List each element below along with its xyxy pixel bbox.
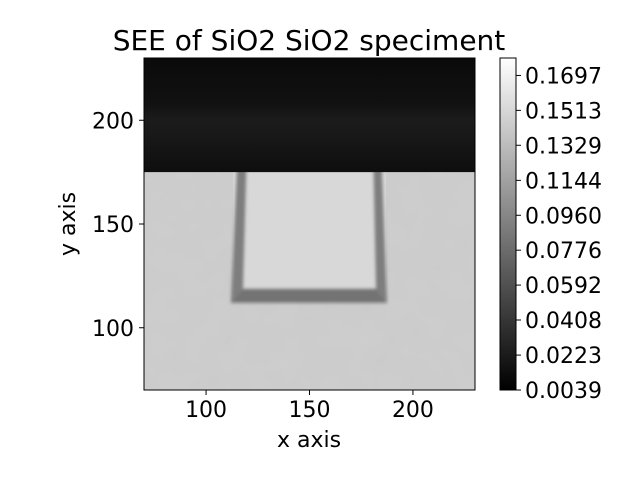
y-tick-label: 100 <box>92 317 134 342</box>
colorbar-tick-label: 0.0223 <box>525 344 602 369</box>
colorbar-tick-label: 0.0592 <box>525 274 602 299</box>
colorbar <box>499 57 517 391</box>
colorbar-tick-label: 0.1329 <box>525 134 602 159</box>
heatmap-region-square <box>232 147 387 303</box>
square-edge-right <box>373 147 388 303</box>
plot-area <box>144 58 475 390</box>
chart-title: SEE of SiO2 SiO2 speciment <box>113 24 506 57</box>
colorbar-tick-label: 0.0039 <box>525 379 602 404</box>
colorbar-tick-label: 0.0960 <box>525 204 602 229</box>
x-tick-label: 100 <box>185 398 227 423</box>
colorbar-tick-label: 0.1697 <box>525 64 602 89</box>
x-axis-label: x axis <box>277 428 341 453</box>
colorbar-tick-label: 0.1144 <box>525 169 602 194</box>
y-axis-label: y axis <box>56 192 81 256</box>
colorbar-tick-label: 0.0776 <box>525 239 602 264</box>
x-axis: 100 150 200 <box>185 390 434 423</box>
x-tick-label: 150 <box>289 398 331 423</box>
square-edges <box>230 147 388 303</box>
colorbar-ticks: 0.0039 0.0223 0.0408 0.0592 0.0776 0.0960 0.11… <box>516 64 602 404</box>
x-tick-label: 200 <box>392 398 434 423</box>
y-tick-label: 200 <box>92 109 134 134</box>
y-tick-label: 150 <box>92 213 134 238</box>
colorbar-tick-label: 0.1513 <box>525 99 602 124</box>
square-edge-left <box>230 147 247 303</box>
colorbar-tick-label: 0.0408 <box>525 309 602 334</box>
heatmap-region-dark-band <box>144 58 475 173</box>
y-axis: 100 150 200 <box>92 109 144 342</box>
square-edge-bottom <box>230 288 388 303</box>
